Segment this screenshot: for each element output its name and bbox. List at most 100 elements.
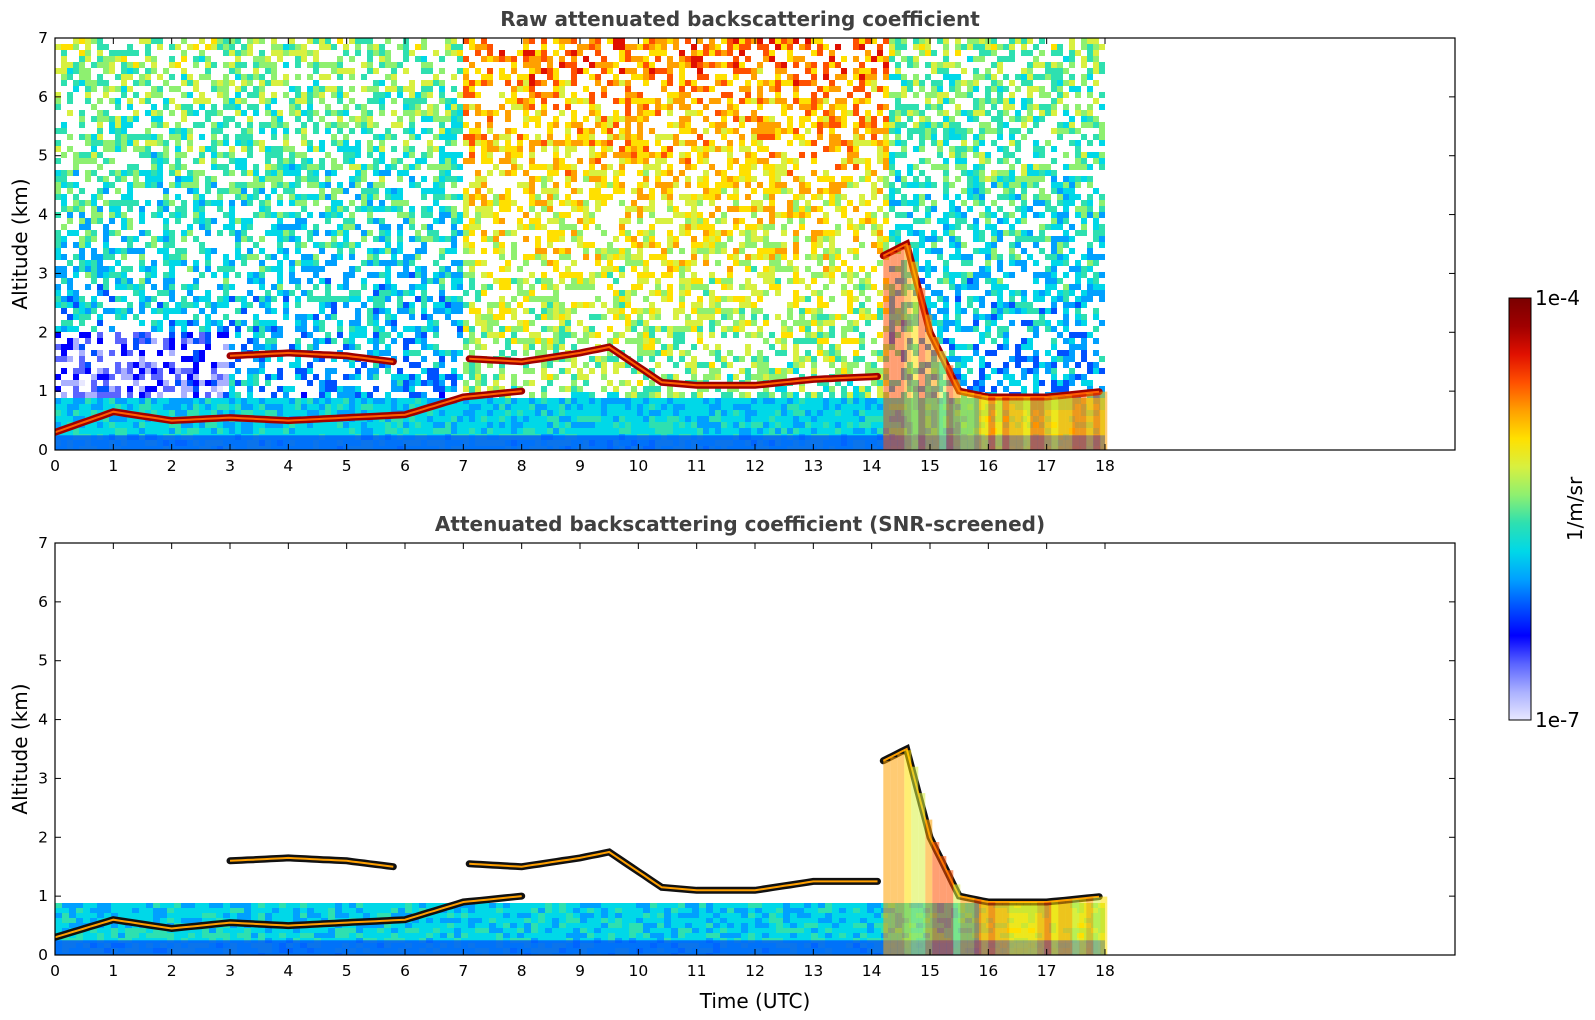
signal-cell — [751, 236, 757, 242]
signal-cell — [745, 368, 751, 374]
signal-cell — [211, 176, 217, 182]
signal-cell — [361, 326, 367, 332]
signal-cell — [655, 254, 661, 260]
signal-cell — [727, 410, 733, 416]
signal-cell — [61, 398, 67, 404]
signal-cell — [727, 350, 733, 356]
signal-cell — [223, 50, 229, 56]
signal-cell — [85, 44, 91, 50]
signal-cell — [121, 128, 127, 134]
signal-cell — [397, 206, 403, 212]
signal-cell — [607, 410, 613, 416]
signal-cell — [715, 194, 721, 200]
signal-cell — [655, 38, 661, 44]
signal-cell — [133, 314, 139, 320]
signal-cell — [763, 290, 769, 296]
signal-cell — [649, 206, 655, 212]
signal-cell — [643, 74, 649, 80]
signal-cell — [235, 326, 241, 332]
signal-cell — [73, 158, 79, 164]
signal-cell — [379, 290, 385, 296]
signal-cell — [529, 188, 535, 194]
signal-cell — [421, 308, 427, 314]
signal-cell — [643, 326, 649, 332]
signal-cell — [463, 398, 469, 404]
signal-cell — [223, 80, 229, 86]
signal-cell — [745, 422, 751, 428]
signal-cell — [583, 206, 589, 212]
signal-cell — [739, 38, 745, 44]
signal-cell — [757, 38, 763, 44]
signal-cell — [637, 110, 643, 116]
signal-cell — [607, 428, 613, 434]
signal-cell — [577, 68, 583, 74]
signal-cell — [517, 338, 523, 344]
signal-cell — [571, 68, 577, 74]
signal-cell — [61, 278, 67, 284]
signal-cell — [679, 428, 685, 434]
signal-cell — [529, 116, 535, 122]
signal-cell — [391, 254, 397, 260]
signal-cell — [559, 62, 565, 68]
signal-cell — [553, 68, 559, 74]
signal-cell — [487, 200, 493, 206]
signal-cell — [181, 386, 187, 392]
signal-cell — [151, 140, 157, 146]
signal-cell — [463, 134, 469, 140]
signal-cell — [655, 386, 661, 392]
signal-cell — [73, 230, 79, 236]
signal-cell — [55, 182, 61, 188]
signal-cell — [697, 320, 703, 326]
signal-cell — [583, 242, 589, 248]
signal-cell — [355, 326, 361, 332]
signal-cell — [655, 350, 661, 356]
signal-cell — [343, 392, 349, 398]
signal-cell — [685, 224, 691, 230]
signal-cell — [613, 422, 619, 428]
signal-cell — [475, 404, 481, 410]
signal-cell — [751, 416, 757, 422]
signal-cell — [409, 50, 415, 56]
signal-cell — [541, 254, 547, 260]
signal-cell — [199, 194, 205, 200]
signal-cell — [307, 422, 313, 428]
signal-cell — [625, 398, 631, 404]
signal-cell — [433, 308, 439, 314]
signal-cell — [271, 44, 277, 50]
signal-cell — [559, 314, 565, 320]
signal-cell — [205, 110, 211, 116]
signal-cell — [481, 326, 487, 332]
signal-cell — [211, 110, 217, 116]
signal-cell — [505, 284, 511, 290]
signal-cell — [733, 194, 739, 200]
signal-cell — [607, 404, 613, 410]
signal-cell — [85, 80, 91, 86]
signal-cell — [463, 212, 469, 218]
signal-cell — [199, 92, 205, 98]
signal-cell — [643, 308, 649, 314]
signal-cell — [331, 254, 337, 260]
signal-cell — [691, 320, 697, 326]
signal-cell — [85, 302, 91, 308]
signal-cell — [553, 182, 559, 188]
signal-cell — [121, 338, 127, 344]
signal-cell — [193, 158, 199, 164]
signal-cell — [529, 92, 535, 98]
signal-cell — [259, 422, 265, 428]
signal-cell — [61, 194, 67, 200]
signal-cell — [547, 68, 553, 74]
signal-cell — [505, 56, 511, 62]
signal-cell — [409, 254, 415, 260]
signal-cell — [589, 128, 595, 134]
signal-cell — [529, 416, 535, 422]
signal-cell — [601, 356, 607, 362]
signal-cell — [751, 428, 757, 434]
signal-cell — [91, 350, 97, 356]
signal-cell — [379, 104, 385, 110]
signal-cell — [349, 392, 355, 398]
signal-cell — [301, 206, 307, 212]
signal-cell — [385, 368, 391, 374]
signal-cell — [397, 248, 403, 254]
signal-cell — [565, 98, 571, 104]
signal-cell — [241, 344, 247, 350]
